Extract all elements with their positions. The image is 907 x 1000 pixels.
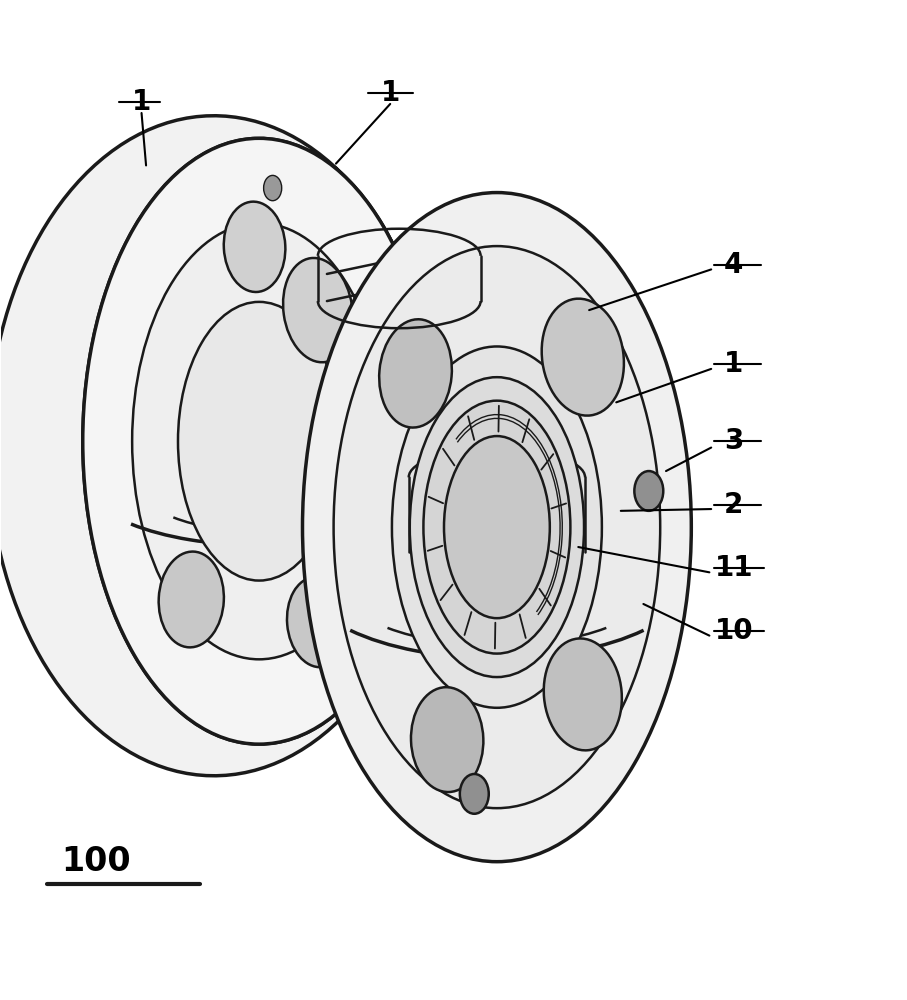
Ellipse shape [410, 377, 584, 677]
Text: 100: 100 [62, 845, 132, 878]
Ellipse shape [444, 436, 550, 618]
Ellipse shape [541, 299, 624, 416]
Text: 1: 1 [132, 88, 151, 116]
Polygon shape [0, 116, 408, 776]
Text: 4: 4 [724, 251, 744, 279]
Ellipse shape [392, 346, 602, 708]
Text: 2: 2 [724, 491, 744, 519]
Ellipse shape [264, 175, 282, 201]
Text: 10: 10 [715, 617, 753, 645]
Text: 3: 3 [724, 427, 744, 455]
Text: 1: 1 [381, 79, 400, 107]
Ellipse shape [634, 471, 663, 511]
Ellipse shape [132, 223, 386, 659]
Ellipse shape [544, 638, 622, 750]
Ellipse shape [178, 302, 340, 581]
Ellipse shape [334, 246, 660, 808]
Ellipse shape [83, 138, 435, 744]
Ellipse shape [411, 687, 483, 792]
Ellipse shape [460, 774, 489, 814]
Ellipse shape [224, 202, 286, 292]
Ellipse shape [283, 258, 353, 362]
Ellipse shape [287, 577, 349, 667]
Ellipse shape [424, 401, 571, 654]
Ellipse shape [379, 319, 452, 428]
Text: 11: 11 [715, 554, 753, 582]
Ellipse shape [159, 552, 224, 647]
Text: 1: 1 [724, 350, 744, 378]
Ellipse shape [303, 193, 691, 862]
